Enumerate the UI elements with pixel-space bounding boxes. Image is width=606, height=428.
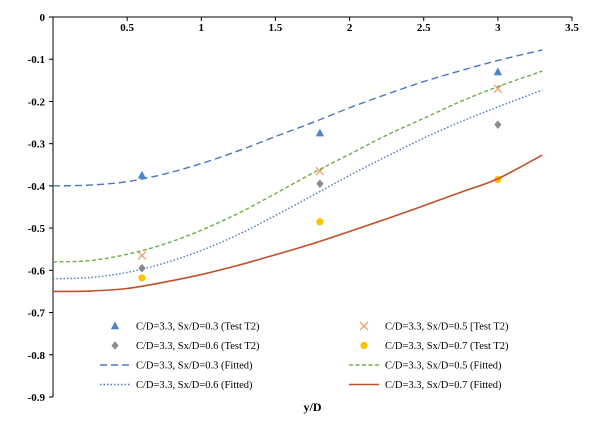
legend-label: C/D=3.3, Sx/D=0.3 (Fitted) (136, 361, 253, 372)
y-tick-label: -0.9 (28, 392, 46, 404)
legend-entry: C/D=3.3, Sx/D=0.3 (Test T2) (110, 321, 260, 333)
fitted-curve (52, 49, 543, 187)
data-point (316, 218, 324, 226)
series-8 (52, 154, 543, 293)
legend-label: C/D=3.3, Sx/D=0.7 (Fitted) (385, 380, 502, 391)
series-3 (138, 120, 502, 273)
legend-entry: C/D=3.3, Sx/D=0.7 (Test T2) (360, 341, 509, 352)
data-point (138, 263, 146, 273)
data-point (316, 179, 324, 189)
fitted-curve (52, 70, 543, 263)
x-tick-label: 1.5 (269, 22, 283, 34)
x-tick-label: 3.5 (565, 22, 579, 34)
legend-entry: C/D=3.3, Sx/D=0.6 (Fitted) (100, 380, 253, 391)
legend-label: C/D=3.3, Sx/D=0.5 (Fitted) (385, 361, 502, 372)
fitted-curve (52, 89, 543, 280)
series-1 (137, 67, 503, 179)
series-5 (52, 49, 543, 187)
legend-swatch (359, 321, 369, 331)
fitted-curve (52, 154, 543, 293)
x-tick-labels: 0.5 1 1.5 2 2.5 3 3.5 (52, 17, 579, 34)
data-point (138, 274, 146, 282)
legend-swatch (360, 341, 368, 350)
series-layer (52, 49, 543, 293)
series-6 (52, 70, 543, 263)
series-7 (52, 89, 543, 280)
legend-entry: C/D=3.3, Sx/D=0.7 (Fitted) (349, 380, 502, 391)
x-tick-label: 0.5 (120, 22, 134, 34)
y-tick-label: -0.2 (28, 96, 46, 108)
data-point (137, 251, 147, 261)
data-point (494, 120, 502, 129)
y-tick-labels: 0 -0.1 -0.2 -0.3 -0.4 -0.5 -0.6 -0.7 -0.8 -0.9 (28, 12, 53, 404)
y-tick-label: -0.6 (28, 265, 46, 277)
data-point (493, 67, 503, 76)
y-tick-label: -0.7 (28, 308, 46, 320)
y-tick-label: -0.1 (28, 54, 45, 66)
legend: C/D=3.3, Sx/D=0.3 (Test T2) C/D=3.3, Sx/D… (100, 321, 509, 391)
legend-label: C/D=3.3, Sx/D=0.5 [Test T2) (385, 322, 509, 333)
legend-swatch (111, 341, 119, 350)
data-point (137, 170, 147, 179)
x-tick-label: 2.5 (417, 22, 431, 34)
y-tick-label: -0.4 (28, 181, 46, 193)
legend-entry: C/D=3.3, Sx/D=0.6 (Test T2) (111, 341, 260, 352)
legend-entry: C/D=3.3, Sx/D=0.5 [Test T2) (359, 321, 509, 333)
data-point (315, 128, 325, 137)
legend-entry: C/D=3.3, Sx/D=0.5 (Fitted) (349, 361, 502, 372)
data-point (493, 84, 503, 94)
y-tick-label: -0.3 (28, 139, 46, 151)
y-tick-label: -0.8 (28, 350, 46, 362)
legend-label: C/D=3.3, Sx/D=0.6 (Test T2) (136, 341, 260, 352)
x-tick-label: 3 (495, 22, 501, 34)
x-tick-label: 1 (199, 22, 205, 34)
legend-entry: C/D=3.3, Sx/D=0.3 (Fitted) (100, 361, 253, 372)
plot-area: 0.5 1 1.5 2 2.5 3 3.5 0 -0.1 -0.2 -0.3 -0.4 -0.5 -0.… (28, 12, 580, 404)
legend-label: C/D=3.3, Sx/D=0.7 (Test T2) (385, 341, 509, 352)
x-tick-label: 2 (347, 22, 353, 34)
x-axis-title: y/D (304, 400, 322, 414)
y-tick-label: 0 (40, 12, 46, 24)
legend-label: C/D=3.3, Sx/D=0.6 (Fitted) (136, 380, 253, 391)
legend-swatch (110, 321, 120, 330)
y-tick-label: -0.5 (28, 223, 46, 235)
legend-label: C/D=3.3, Sx/D=0.3 (Test T2) (136, 322, 260, 333)
